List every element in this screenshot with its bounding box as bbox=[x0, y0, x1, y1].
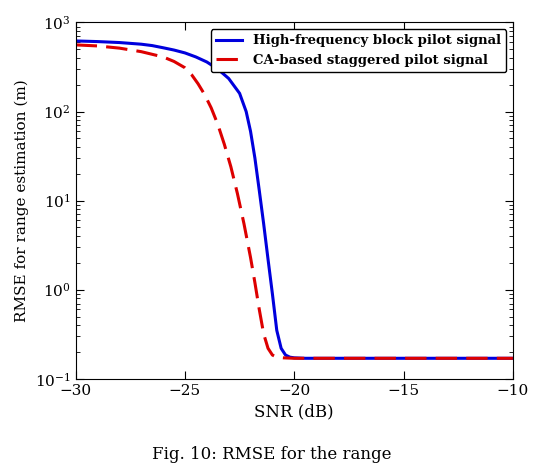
Text: Fig. 10: RMSE for the range: Fig. 10: RMSE for the range bbox=[152, 446, 392, 463]
X-axis label: SNR (dB): SNR (dB) bbox=[255, 403, 334, 420]
Legend: High-frequency block pilot signal, CA-based staggered pilot signal: High-frequency block pilot signal, CA-ba… bbox=[211, 29, 506, 72]
Y-axis label: RMSE for range estimation (m): RMSE for range estimation (m) bbox=[15, 79, 29, 322]
